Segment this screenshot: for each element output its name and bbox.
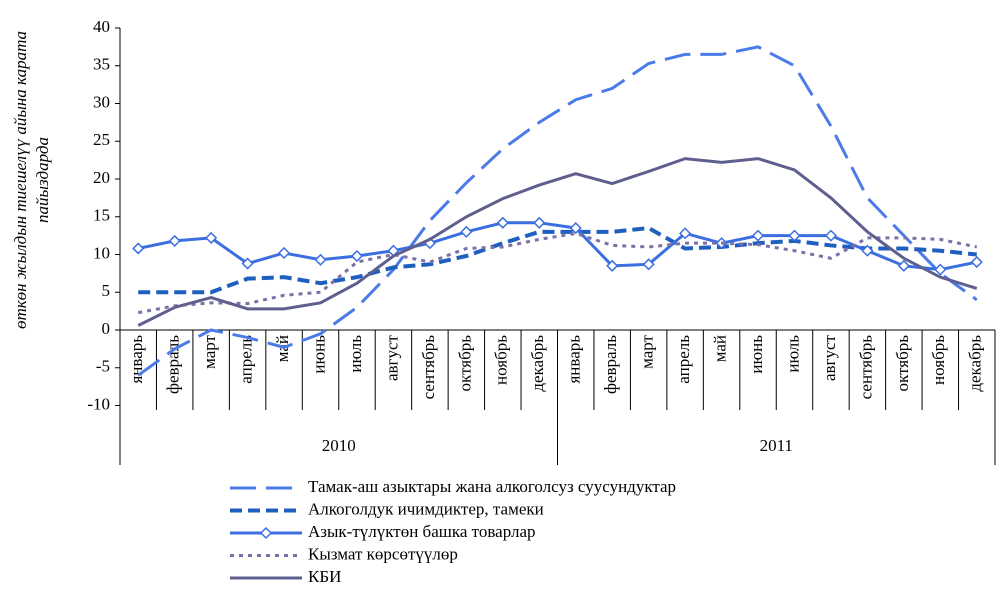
x-tick-label: июль	[783, 335, 802, 373]
series-line	[137, 221, 978, 272]
y-axis-title-line: пайыздарда	[33, 137, 52, 223]
y-tick-label: 40	[93, 17, 110, 36]
series-marker	[132, 242, 145, 255]
x-tick-label: апрель	[674, 335, 693, 384]
y-tick-label: -10	[87, 394, 110, 413]
series-marker	[642, 258, 655, 271]
series-marker	[606, 259, 619, 272]
y-tick-label: 10	[93, 243, 110, 262]
x-tick-label: сентябрь	[419, 335, 438, 400]
y-tick-label: 30	[93, 92, 110, 111]
x-tick-label: октябрь	[893, 335, 912, 392]
y-tick-label: 0	[102, 319, 111, 338]
legend-label: Кызмат көрсөтүүлөр	[308, 544, 458, 563]
series-marker	[679, 227, 692, 240]
x-tick-label: декабрь	[966, 335, 985, 392]
series-marker	[241, 257, 254, 270]
series-marker	[569, 222, 582, 235]
x-tick-label: апрель	[237, 335, 256, 384]
series-marker	[788, 229, 801, 242]
legend-label: КБИ	[308, 567, 341, 586]
legend-marker	[259, 526, 273, 540]
x-tick-label: март	[200, 334, 219, 368]
series-marker	[350, 249, 364, 263]
series-line	[137, 45, 978, 377]
x-tick-label: сентябрь	[856, 335, 875, 400]
x-tick-label: февраль	[601, 335, 620, 394]
y-axis-title-line: өткөн жылдын тиешелүү айына карата	[11, 31, 30, 329]
legend-label: Тамак-аш азыктары жана алкоголсуз суусун…	[308, 477, 676, 496]
series-marker	[824, 229, 837, 242]
series-marker	[970, 255, 983, 269]
y-tick-label: 35	[93, 55, 110, 74]
y-tick-label: 5	[102, 281, 111, 300]
x-tick-label: август	[820, 334, 839, 381]
x-tick-label: июль	[346, 335, 365, 373]
y-tick-label: 15	[93, 206, 110, 225]
x-tick-label: май	[710, 335, 729, 362]
y-tick-label: -5	[96, 357, 110, 376]
legend-label: Азык-түлүктөн башка товарлар	[308, 522, 536, 541]
series-line	[137, 157, 978, 327]
series-marker	[861, 244, 874, 257]
series-marker	[533, 216, 546, 229]
series-marker	[278, 246, 291, 260]
x-tick-label: март	[638, 334, 657, 368]
series-marker	[934, 263, 947, 276]
series-marker	[205, 231, 218, 244]
y-tick-label: 20	[93, 168, 110, 187]
x-tick-label: декабрь	[528, 335, 547, 392]
x-tick-label: ноябрь	[492, 335, 511, 385]
group-label: 2010	[322, 436, 356, 455]
x-tick-label: август	[382, 334, 401, 381]
group-label: 2011	[760, 436, 793, 455]
series-line	[137, 231, 978, 315]
series-marker	[496, 216, 509, 229]
series-marker	[460, 225, 473, 238]
legend-label: Алкоголдук ичимдиктер, тамеки	[308, 499, 544, 518]
x-tick-label: январь	[127, 335, 146, 384]
x-tick-label: октябрь	[455, 335, 474, 392]
x-tick-label: ноябрь	[929, 335, 948, 385]
y-tick-label: 25	[93, 130, 110, 149]
series-marker	[168, 234, 181, 247]
x-tick-label: июнь	[309, 335, 328, 374]
x-tick-label: январь	[565, 335, 584, 384]
x-tick-label: июнь	[747, 335, 766, 374]
y-axis-title: өткөн жылдын тиешелүү айына карата пайыз…	[11, 31, 52, 329]
series-marker	[751, 229, 765, 242]
series-marker	[897, 259, 910, 272]
series-marker	[314, 253, 327, 266]
x-tick-label: май	[273, 335, 292, 362]
x-tick-label: февраль	[164, 335, 183, 394]
